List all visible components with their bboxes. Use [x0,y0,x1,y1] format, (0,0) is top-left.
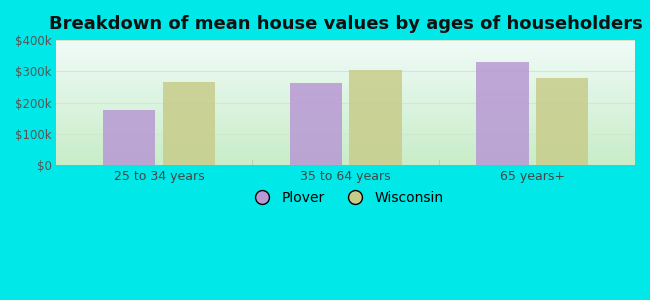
Bar [476,62,528,165]
Bar [290,83,342,165]
Bar [103,110,155,165]
Bar [350,70,402,165]
Bar [163,82,215,165]
Title: Breakdown of mean house values by ages of householders: Breakdown of mean house values by ages o… [49,15,643,33]
Legend: Plover, Wisconsin: Plover, Wisconsin [242,185,449,210]
Bar [536,78,588,165]
